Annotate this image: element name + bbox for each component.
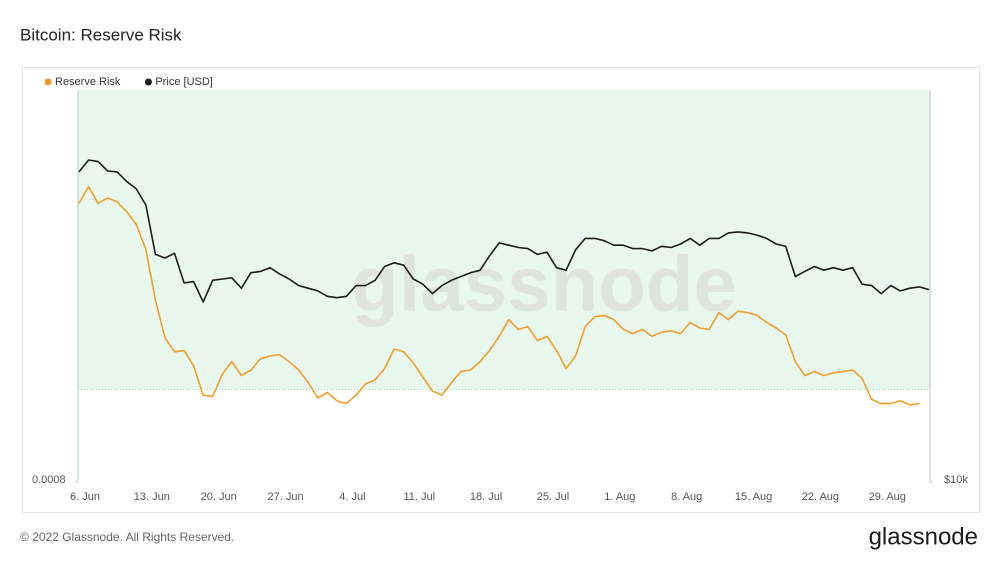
x-tick-label: 8. Aug — [671, 491, 702, 503]
watermark: glassnode — [351, 240, 737, 328]
y2-tick-label: $10k — [944, 474, 968, 486]
x-tick-label: 22. Aug — [802, 491, 839, 503]
x-tick-label: 20. Jun — [201, 491, 237, 503]
x-tick-label: 13. Jun — [134, 491, 170, 503]
x-tick-label: 25. Jul — [537, 491, 569, 503]
x-tick-label: 1. Aug — [604, 491, 635, 503]
x-tick-label: 27. Jun — [268, 491, 304, 503]
logo: glassnode — [869, 523, 978, 550]
x-tick-label: 6. Jun — [70, 491, 100, 503]
x-tick-label: 18. Jul — [470, 491, 502, 503]
x-tick-label: 11. Jul — [403, 491, 435, 503]
y-tick-label: 0.0008 — [32, 474, 66, 486]
copyright: © 2022 Glassnode. All Rights Reserved. — [20, 530, 234, 544]
chart-title: Bitcoin: Reserve Risk — [20, 25, 182, 44]
series-line — [78, 185, 920, 406]
legend-marker — [44, 78, 52, 86]
x-tick-label: 15. Aug — [735, 491, 772, 503]
x-tick-label: 29. Aug — [869, 491, 906, 503]
legend-label: Reserve Risk — [55, 76, 121, 88]
legend-marker — [144, 78, 152, 86]
x-tick-label: 4. Jul — [339, 491, 365, 503]
series-line — [78, 159, 930, 303]
legend-label: Price [USD] — [155, 76, 212, 88]
